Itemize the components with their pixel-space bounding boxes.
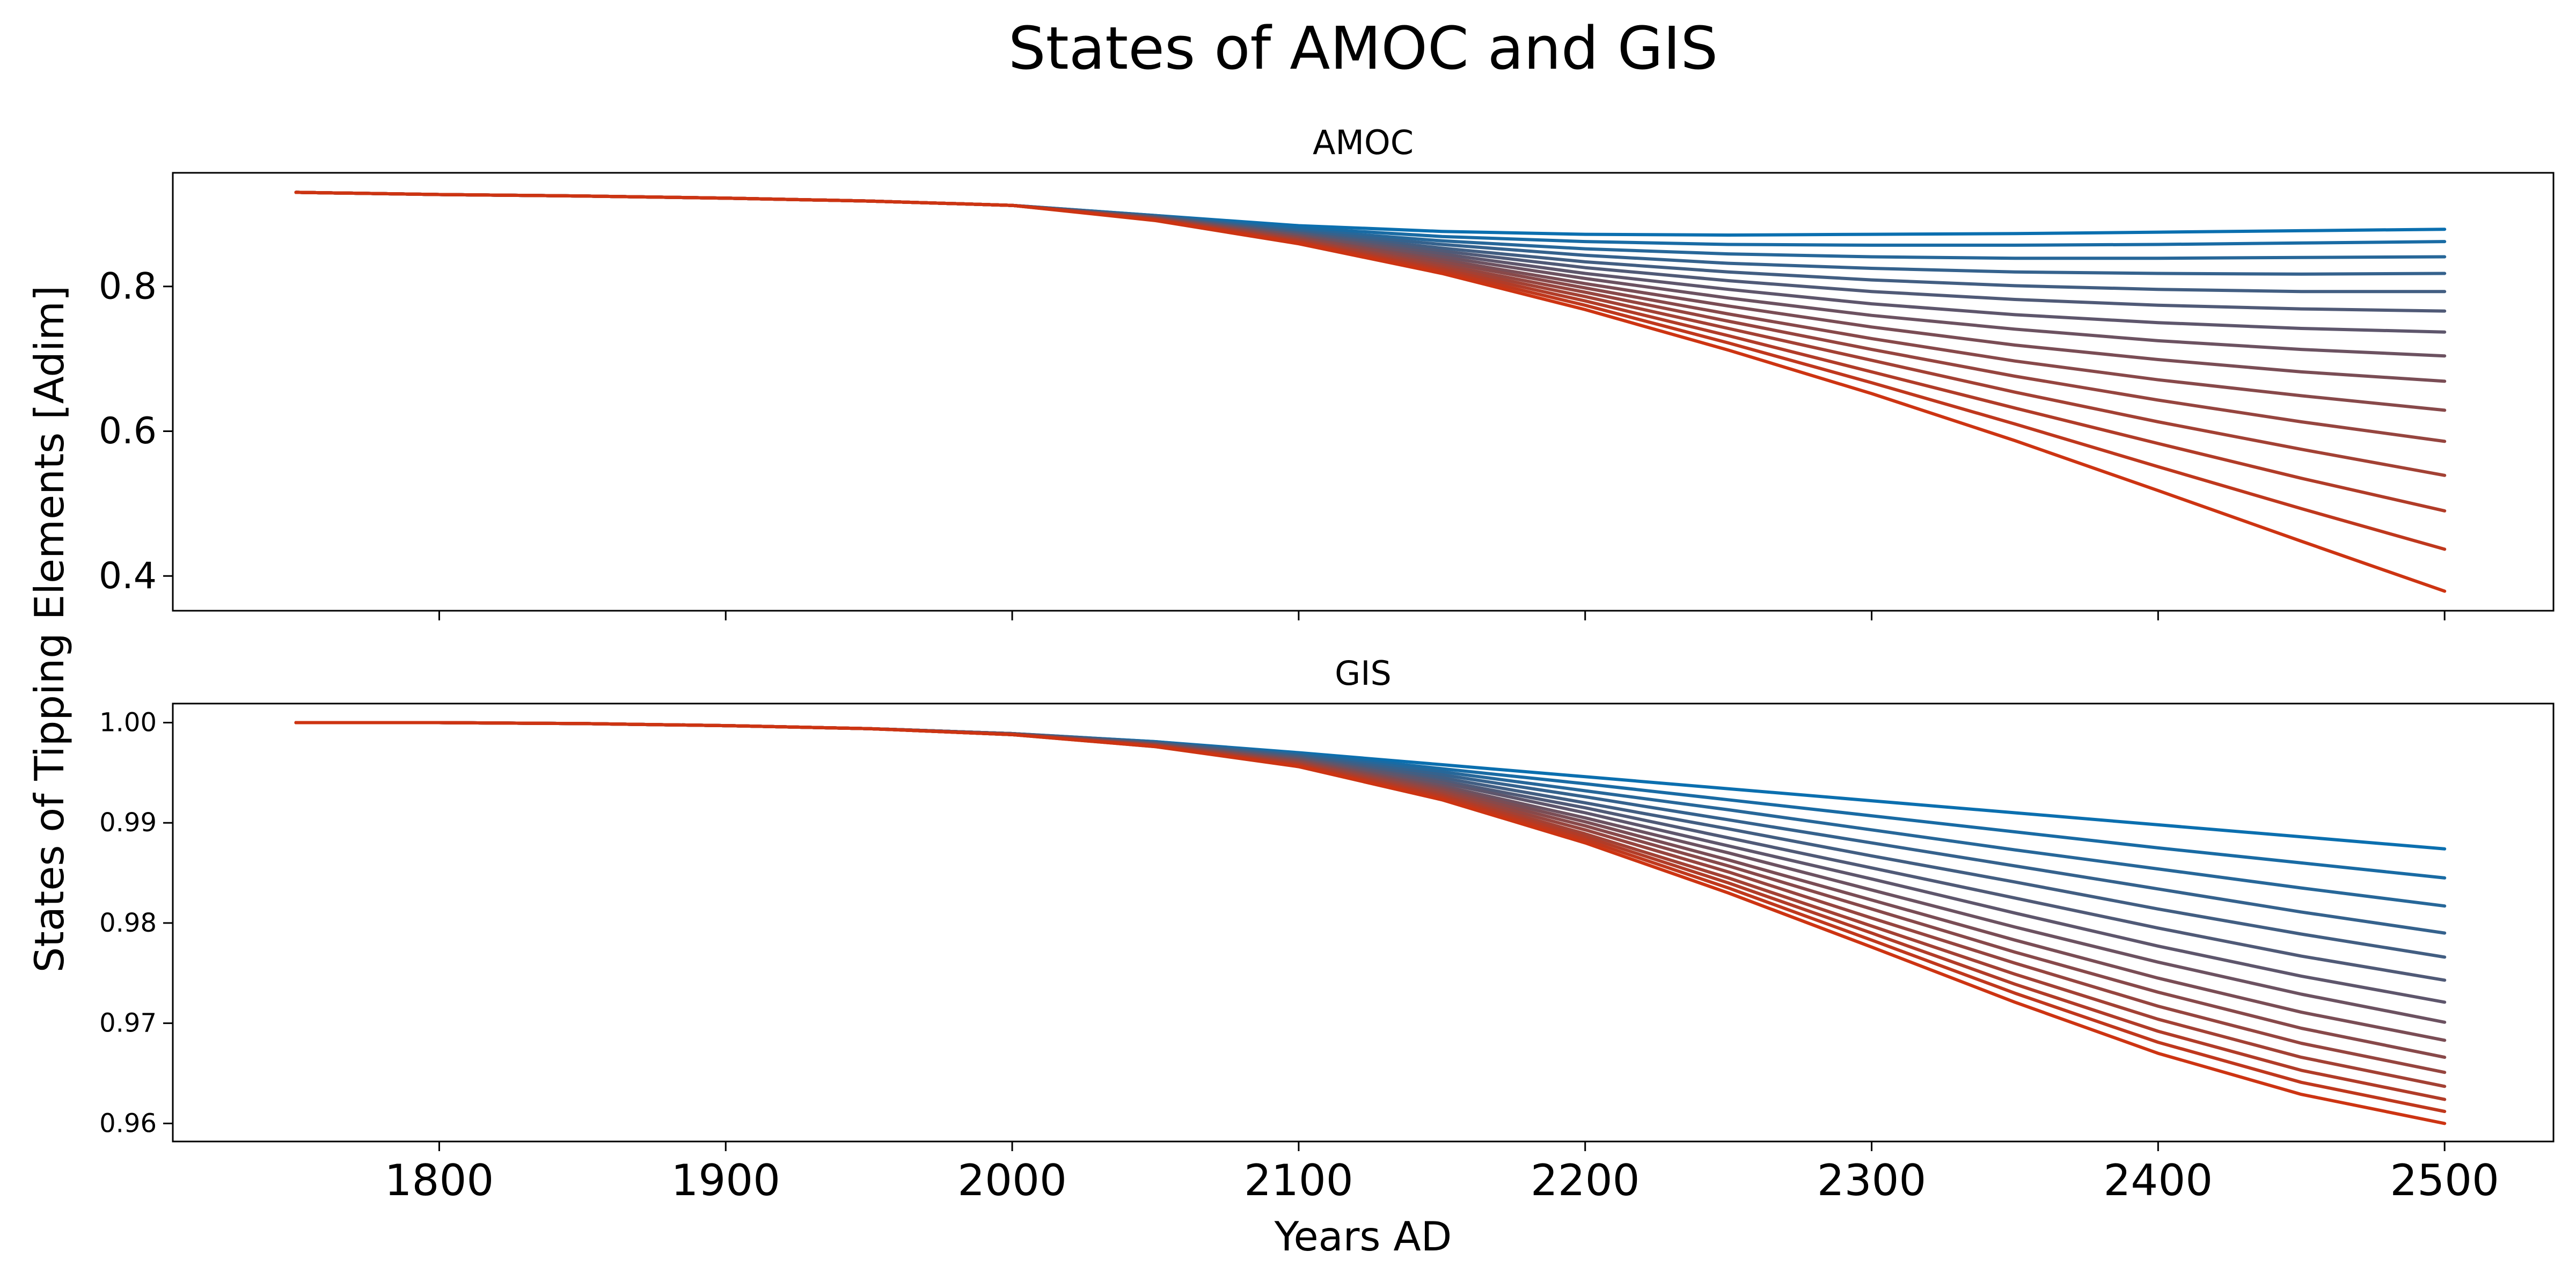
gis-panel: GIS 1800 1900 2000 2100 2200 2300 2400 2500 0.96 0… (99, 654, 2555, 1205)
y-axis-label: States of Tipping Elements [Adim] (26, 286, 73, 972)
series-line (294, 191, 2447, 593)
x-tick-label: 2400 (2104, 1155, 2213, 1205)
series-line (294, 721, 2447, 851)
panel-title: AMOC (1313, 123, 1414, 162)
x-tick-label: 1800 (385, 1155, 494, 1205)
y-tick-label: 0.4 (99, 555, 157, 597)
x-axis-label: Years AD (1274, 1213, 1452, 1260)
figure-title: States of AMOC and GIS (1008, 14, 1718, 83)
y-tick-label: 0.98 (99, 908, 157, 938)
series-line (294, 191, 2447, 383)
x-tick-label: 2200 (1531, 1155, 1640, 1205)
series-line (294, 721, 2447, 1101)
x-tick-label: 1900 (671, 1155, 780, 1205)
y-tick-label: 0.6 (99, 410, 157, 452)
y-tick-label: 0.97 (99, 1008, 157, 1038)
panel-title: GIS (1335, 654, 1392, 693)
x-tick-label: 2500 (2390, 1155, 2499, 1205)
x-tick-label: 2100 (1244, 1155, 1353, 1205)
y-tick-label: 0.99 (99, 808, 157, 838)
x-tick-label: 2300 (1817, 1155, 1927, 1205)
series-line (294, 721, 2447, 880)
series-line (294, 721, 2447, 1088)
series-line (294, 721, 2447, 908)
y-tick-label: 0.96 (99, 1108, 157, 1138)
plot-frame (172, 172, 2555, 612)
series-line (294, 191, 2447, 237)
series-line (294, 191, 2447, 334)
series-line (294, 721, 2447, 1125)
y-tick-label: 0.8 (99, 265, 157, 308)
x-tick-label: 2000 (957, 1155, 1067, 1205)
series-line (294, 721, 2447, 1113)
y-tick-label: 1.00 (99, 707, 157, 737)
amoc-panel: AMOC 0.4 0.6 0.8 (99, 123, 2555, 620)
series-line (294, 191, 2447, 412)
